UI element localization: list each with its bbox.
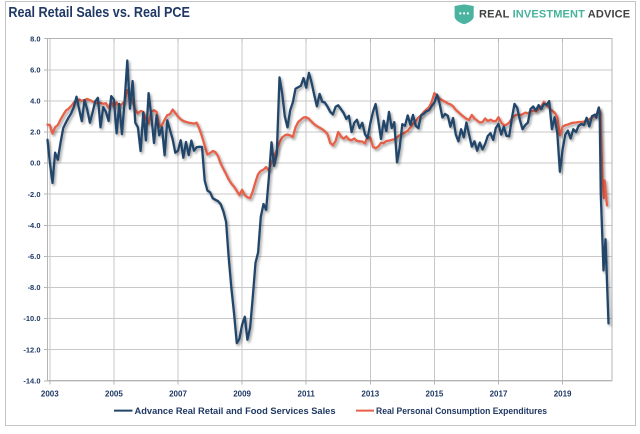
svg-text:Real Personal Consumption Expe: Real Personal Consumption Expenditures [376,406,547,416]
svg-text:-2.0: -2.0 [28,190,41,199]
svg-text:2015: 2015 [426,390,444,399]
svg-text:2017: 2017 [490,390,508,399]
svg-text:-6.0: -6.0 [28,252,41,261]
svg-text:8.0: 8.0 [30,34,40,43]
svg-text:2013: 2013 [361,390,379,399]
svg-text:-12.0: -12.0 [23,345,40,354]
svg-text:Real Retail Sales vs. Real PCE: Real Retail Sales vs. Real PCE [8,4,190,21]
svg-text:2019: 2019 [554,390,572,399]
svg-text:REAL INVESTMENT ADVICE: REAL INVESTMENT ADVICE [479,8,630,20]
svg-text:-14.0: -14.0 [23,376,40,385]
svg-text:2011: 2011 [298,390,316,399]
svg-text:2005: 2005 [105,390,123,399]
svg-text:0.0: 0.0 [30,159,40,168]
svg-text:2.0: 2.0 [30,128,40,137]
svg-text:2003: 2003 [41,390,59,399]
svg-text:2009: 2009 [233,390,251,399]
svg-text:-10.0: -10.0 [23,314,40,323]
svg-text:Advance Real Retail and Food S: Advance Real Retail and Food Services Sa… [135,406,336,416]
svg-text:-4.0: -4.0 [28,221,41,230]
svg-text:4.0: 4.0 [30,97,40,106]
svg-text:2007: 2007 [169,390,187,399]
svg-text:6.0: 6.0 [30,65,40,74]
svg-text:-8.0: -8.0 [28,283,41,292]
